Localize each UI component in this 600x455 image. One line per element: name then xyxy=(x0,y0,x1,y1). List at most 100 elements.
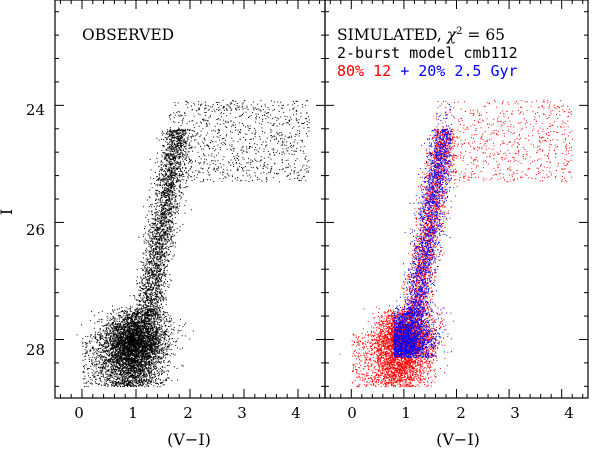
star-point xyxy=(131,357,132,359)
star-point xyxy=(266,144,268,146)
star-point xyxy=(167,233,168,235)
star-point xyxy=(149,318,151,320)
star-point xyxy=(102,336,104,338)
star-point xyxy=(238,105,240,107)
star-point xyxy=(152,306,154,308)
star-point xyxy=(166,254,168,256)
star-point xyxy=(240,149,242,151)
star-point xyxy=(94,375,96,377)
star-point xyxy=(132,315,134,316)
star-point xyxy=(147,357,149,359)
star-point xyxy=(288,120,290,122)
star-point xyxy=(85,344,87,346)
star-point xyxy=(89,350,91,352)
star-point xyxy=(116,375,118,377)
star-point xyxy=(153,382,155,383)
star-point xyxy=(148,246,150,248)
star-point xyxy=(166,168,168,170)
star-point xyxy=(137,310,139,312)
star-point xyxy=(155,226,157,228)
star-point xyxy=(170,222,172,224)
star-point xyxy=(89,342,91,344)
star-point xyxy=(152,257,154,259)
star-point xyxy=(117,341,119,343)
star-point xyxy=(165,204,167,206)
star-point xyxy=(240,163,242,165)
star-point xyxy=(138,356,140,358)
star-point xyxy=(155,382,157,384)
star-point xyxy=(127,308,129,310)
star-point xyxy=(140,267,142,269)
star-point xyxy=(152,294,154,296)
star-point xyxy=(135,344,136,346)
star-point xyxy=(108,352,110,354)
star-point xyxy=(157,332,159,334)
star-point xyxy=(110,319,112,320)
star-point xyxy=(149,278,150,280)
star-point xyxy=(128,365,130,367)
star-point xyxy=(238,108,240,110)
star-point xyxy=(228,105,230,107)
star-point xyxy=(176,130,178,132)
star-point xyxy=(230,148,231,150)
star-point xyxy=(116,328,118,330)
star-point xyxy=(142,375,143,377)
star-point xyxy=(123,366,125,367)
star-point xyxy=(155,324,157,326)
star-point xyxy=(246,148,248,150)
star-point xyxy=(272,176,274,178)
star-point xyxy=(115,345,117,347)
star-point xyxy=(189,129,191,131)
star-point xyxy=(149,338,151,340)
star-point xyxy=(256,160,258,162)
star-point xyxy=(139,361,141,363)
star-point xyxy=(125,336,127,338)
star-point xyxy=(134,348,136,350)
star-point xyxy=(143,333,145,335)
star-point xyxy=(147,348,149,350)
star-point xyxy=(179,226,181,228)
star-point xyxy=(111,353,113,355)
star-point xyxy=(172,180,174,182)
star-point xyxy=(226,115,228,117)
star-point xyxy=(150,339,152,341)
star-point xyxy=(121,375,123,377)
star-point xyxy=(254,175,256,177)
star-point xyxy=(148,276,150,277)
star-point xyxy=(232,140,234,142)
star-point xyxy=(143,380,145,382)
star-point xyxy=(170,199,172,201)
star-point xyxy=(165,202,167,204)
star-point xyxy=(156,343,158,345)
star-point xyxy=(163,341,165,343)
star-point xyxy=(150,355,152,357)
star-point xyxy=(163,184,165,186)
star-point xyxy=(166,319,168,321)
star-point xyxy=(164,261,166,263)
star-point xyxy=(95,351,97,353)
star-point xyxy=(153,342,155,344)
star-point xyxy=(161,273,163,275)
star-point xyxy=(121,342,123,343)
star-point xyxy=(235,157,237,159)
star-point xyxy=(178,150,180,152)
star-point xyxy=(153,314,155,316)
star-point xyxy=(159,218,161,220)
star-point xyxy=(149,352,151,354)
star-point xyxy=(168,168,170,170)
star-point xyxy=(182,223,184,225)
star-point xyxy=(218,129,220,131)
star-point xyxy=(111,360,113,362)
star-point xyxy=(128,331,130,333)
star-point xyxy=(164,157,166,159)
star-point xyxy=(299,170,301,172)
star-point xyxy=(150,293,152,295)
star-point xyxy=(139,295,141,297)
star-point xyxy=(128,373,130,375)
star-point xyxy=(139,316,141,318)
star-point xyxy=(172,196,174,198)
star-point xyxy=(157,301,159,303)
star-point xyxy=(149,357,151,359)
star-point xyxy=(134,358,136,360)
star-point xyxy=(125,315,127,317)
